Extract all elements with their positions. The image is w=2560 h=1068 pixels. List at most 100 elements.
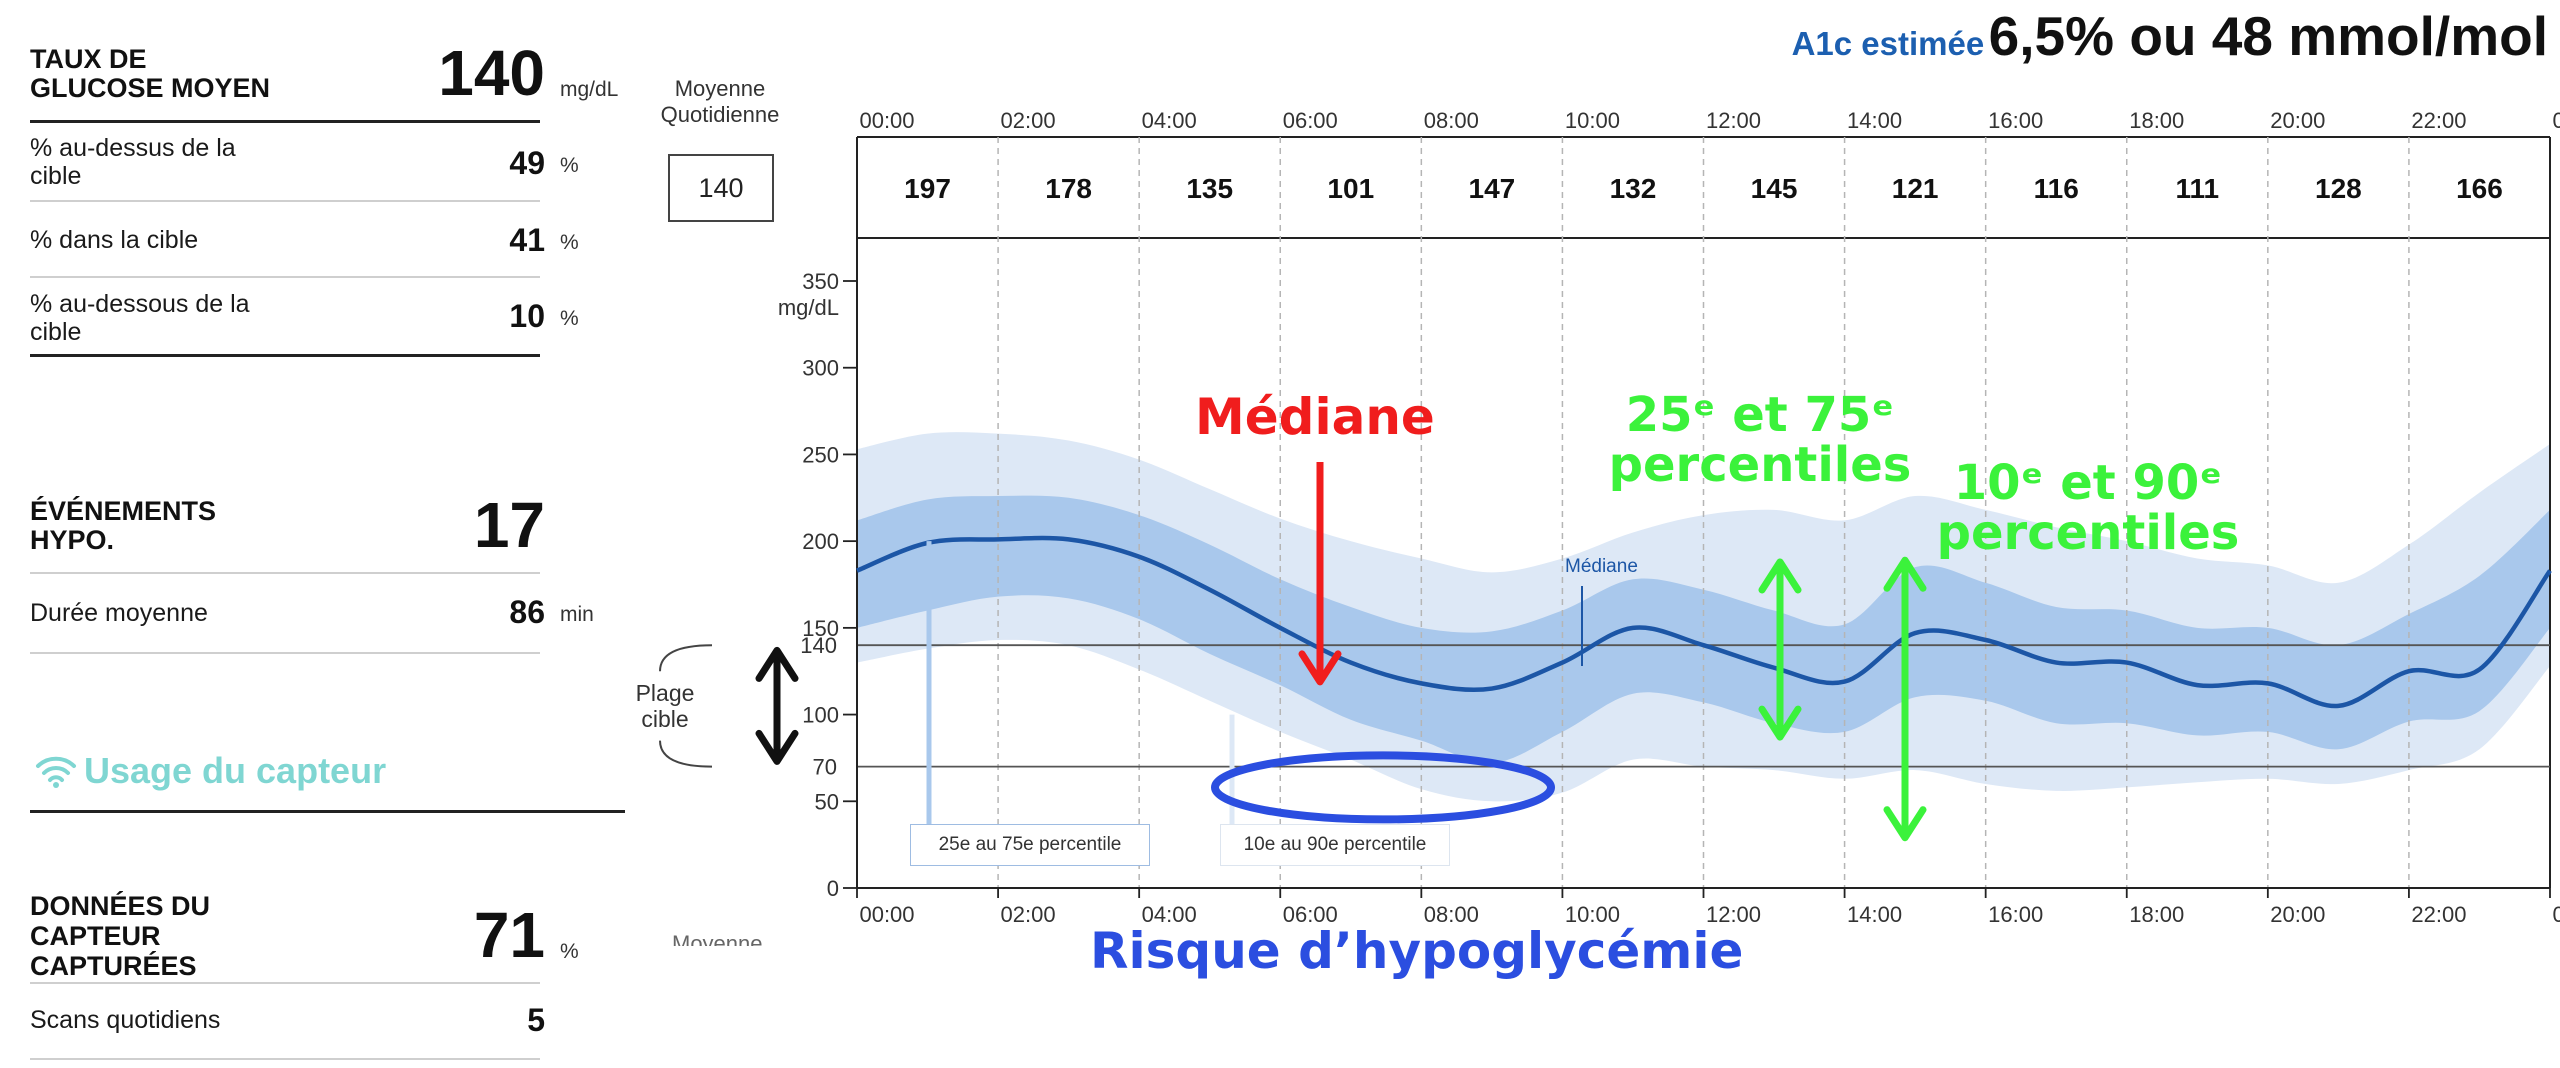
below-target-unit: % (560, 307, 579, 330)
p10-90-arrow-head-up (1883, 556, 1927, 592)
annotation-p25-75: 25ᵉ et 75ᵉ percentiles (1600, 390, 1920, 490)
sensor-usage-label: Usage du capteur (84, 750, 387, 791)
divider (30, 1058, 540, 1060)
divider (30, 982, 540, 984)
mean-glucose-unit: mg/dL (560, 78, 619, 101)
x-tick-label: 22:00 (2411, 902, 2466, 927)
a1c-value: 6,5% ou 48 mmol/mol (1988, 5, 2548, 67)
below-target-label-1: % au-dessous de la (30, 290, 250, 318)
target-arrow-head-down (755, 729, 799, 765)
a1c-estimate: A1c estimée 6,5% ou 48 mmol/mol (1792, 4, 2548, 68)
median-line (856, 535, 2552, 709)
legend-10-90: 10e au 90e percentile (1220, 824, 1450, 866)
median-inline-label: Médiane (1565, 556, 1638, 577)
x-tick-label: 00:00 (2552, 902, 2560, 927)
sensor-data-label-1: DONNÉES DU (30, 891, 211, 921)
a1c-label: A1c estimée (1791, 25, 1985, 62)
above-target-label-2: cible (30, 162, 82, 190)
x-tick-label: 00:00 (859, 902, 914, 927)
x-tick-label-top: 02:00 (1001, 108, 1056, 133)
hypo-events-label-1: ÉVÉNEMENTS (30, 496, 217, 526)
hourly-value: 116 (2034, 173, 2079, 204)
target-range-label-1: Plage (635, 680, 695, 706)
band-25-75 (857, 495, 2550, 764)
x-tick-label: 18:00 (2129, 902, 2184, 927)
target-bracket-bottom (659, 740, 713, 768)
below-target-label-2: cible (30, 318, 82, 346)
daily-average-value: 140 (668, 154, 774, 222)
divider (30, 572, 540, 574)
x-tick-label: 06:00 (1283, 902, 1338, 927)
annotation-median: Médiane (1195, 388, 1435, 446)
daily-scans-label: Scans quotidiens (30, 1006, 221, 1034)
below-target-value: 10 (509, 298, 545, 334)
y-tick-label: 50 (815, 789, 839, 814)
above-target-unit: % (560, 154, 579, 177)
sensor-data-value: 71 (473, 899, 545, 971)
x-tick-label-top: 00:00 (859, 108, 914, 133)
x-tick-label-top: 10:00 (1565, 108, 1620, 133)
x-tick-label: 08:00 (1424, 902, 1479, 927)
annotation-hypo-risk: Risque d’hypoglycémie (1090, 922, 1744, 980)
y-tick-label: 350 (802, 269, 839, 294)
avg-duration-label: Durée moyenne (30, 599, 208, 627)
y-tick-label: 150 (802, 616, 839, 641)
annotation-p25-75-line1: 25ᵉ et 75ᵉ (1625, 387, 1895, 443)
hourly-value: 166 (2456, 173, 2503, 204)
x-tick-label: 02:00 (1001, 902, 1056, 927)
divider (30, 200, 540, 202)
annotation-p25-75-line2: percentiles (1608, 437, 1912, 493)
p25-75-arrow-head-down (1758, 705, 1802, 741)
target-range-label: Plage cible (630, 680, 700, 732)
daily-average-label-2: Quotidienne (660, 102, 780, 127)
in-target-unit: % (560, 231, 579, 254)
mean-glucose-label-1: TAUX DE (30, 44, 147, 74)
target-range-label-2: cible (641, 706, 689, 732)
divider (30, 354, 540, 357)
y-tick-label: 300 (802, 356, 839, 381)
hourly-value: 145 (1751, 173, 1798, 204)
target-tick-label: 70 (813, 755, 837, 780)
divider (30, 810, 625, 813)
in-target-value: 41 (509, 222, 545, 258)
daily-average-cut-label: Moyenne (672, 932, 763, 946)
hourly-value: 128 (2315, 173, 2362, 204)
hypo-risk-ellipse (1211, 751, 1555, 824)
x-tick-label: 12:00 (1706, 902, 1761, 927)
p25-75-arrow-head-up (1758, 558, 1802, 594)
target-bracket-top (659, 644, 713, 672)
mean-glucose-label-2: GLUCOSE MOYEN (30, 73, 271, 103)
y-tick-label: 0 (827, 876, 839, 901)
x-tick-label-top: 16:00 (1988, 108, 2043, 133)
above-target-value: 49 (509, 145, 545, 181)
hourly-value: 197 (904, 173, 951, 204)
x-tick-label-top: 08:00 (1424, 108, 1479, 133)
sensor-data-label-2: CAPTEUR (30, 921, 161, 951)
annotation-p10-90: 10ᵉ et 90ᵉ percentiles (1928, 458, 2248, 558)
divider (30, 120, 540, 123)
avg-duration-value: 86 (509, 594, 545, 630)
legend-25-75: 25e au 75e percentile (910, 824, 1150, 866)
in-target-label: % dans la cible (30, 226, 199, 254)
y-tick-label: 100 (802, 703, 839, 728)
hourly-value: 132 (1610, 173, 1657, 204)
above-target-label-1: % au-dessus de la (30, 134, 236, 162)
hourly-value: 178 (1045, 173, 1092, 204)
hypo-events-value: 17 (473, 489, 545, 561)
target-arrow-head-up (755, 646, 799, 682)
x-tick-label-top: 18:00 (2129, 108, 2184, 133)
wifi-icon (34, 754, 78, 788)
p10-90-arrow-head-down (1883, 806, 1927, 842)
avg-duration-unit: min (560, 603, 594, 626)
x-tick-label-top: 14:00 (1847, 108, 1902, 133)
x-tick-label: 04:00 (1142, 902, 1197, 927)
x-tick-label-top: 12:00 (1706, 108, 1761, 133)
annotation-p10-90-line2: percentiles (1936, 505, 2240, 561)
sensor-data-label-3: CAPTURÉES (30, 951, 197, 981)
x-tick-label: 16:00 (1988, 902, 2043, 927)
hourly-value: 121 (1892, 173, 1939, 204)
y-tick-label: 200 (802, 529, 839, 554)
x-tick-label: 20:00 (2270, 902, 2325, 927)
x-tick-label-top: 20:00 (2270, 108, 2325, 133)
median-arrow-head (1298, 650, 1342, 686)
